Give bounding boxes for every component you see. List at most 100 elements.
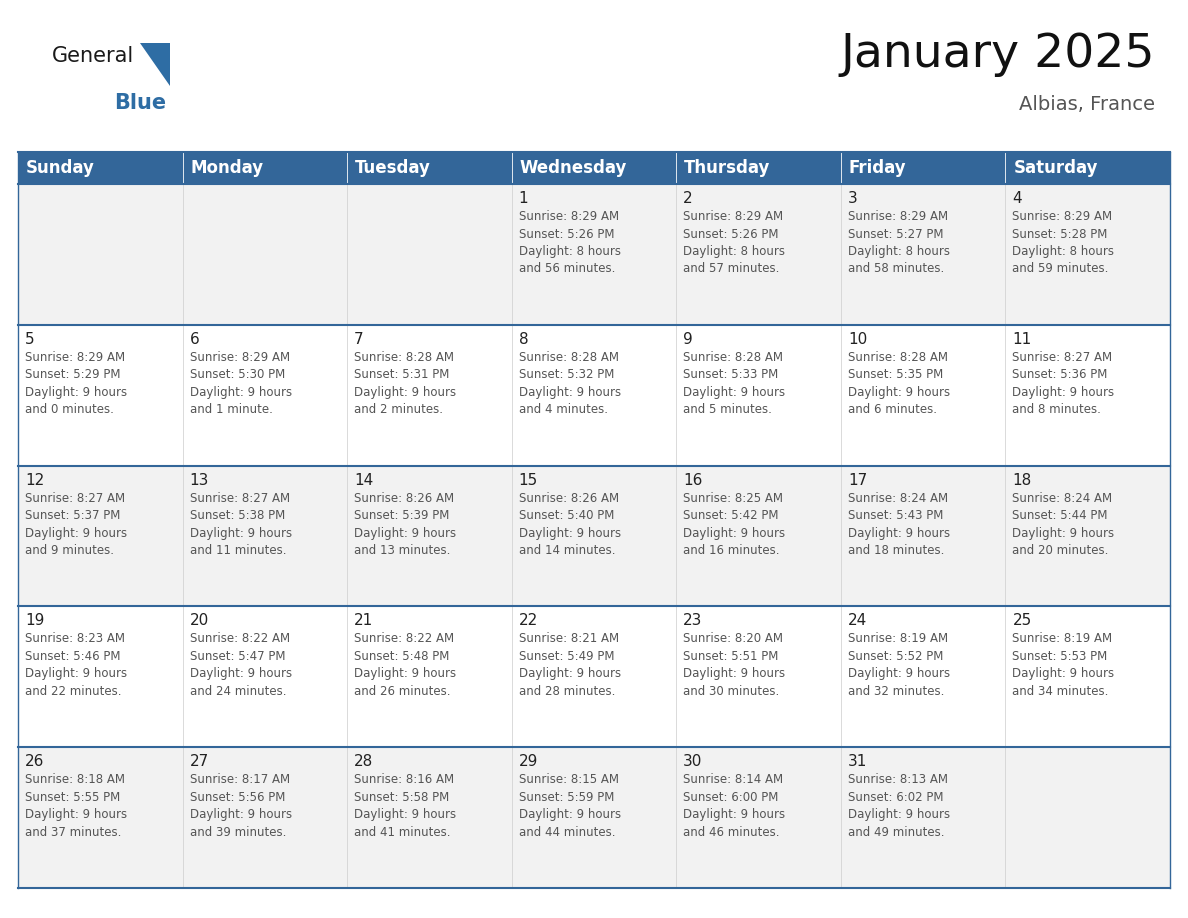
Text: Sunrise: 8:26 AM
Sunset: 5:39 PM
Daylight: 9 hours
and 13 minutes.: Sunrise: 8:26 AM Sunset: 5:39 PM Dayligh… xyxy=(354,492,456,557)
Bar xyxy=(1005,184,1170,325)
Text: Sunrise: 8:29 AM
Sunset: 5:30 PM
Daylight: 9 hours
and 1 minute.: Sunrise: 8:29 AM Sunset: 5:30 PM Dayligh… xyxy=(190,351,292,416)
Text: Sunday: Sunday xyxy=(26,159,95,177)
Bar xyxy=(183,465,347,607)
Bar xyxy=(18,325,183,465)
Text: 5: 5 xyxy=(25,331,34,347)
Text: Sunrise: 8:29 AM
Sunset: 5:26 PM
Daylight: 8 hours
and 56 minutes.: Sunrise: 8:29 AM Sunset: 5:26 PM Dayligh… xyxy=(519,210,620,275)
Text: 7: 7 xyxy=(354,331,364,347)
Text: Sunrise: 8:28 AM
Sunset: 5:32 PM
Daylight: 9 hours
and 4 minutes.: Sunrise: 8:28 AM Sunset: 5:32 PM Dayligh… xyxy=(519,351,621,416)
Bar xyxy=(183,325,347,465)
Text: 29: 29 xyxy=(519,755,538,769)
Bar xyxy=(18,184,183,325)
Bar xyxy=(512,325,676,465)
Bar xyxy=(676,325,841,465)
Text: Sunrise: 8:16 AM
Sunset: 5:58 PM
Daylight: 9 hours
and 41 minutes.: Sunrise: 8:16 AM Sunset: 5:58 PM Dayligh… xyxy=(354,773,456,839)
Bar xyxy=(841,325,1005,465)
Text: 21: 21 xyxy=(354,613,373,629)
Text: Sunrise: 8:28 AM
Sunset: 5:35 PM
Daylight: 9 hours
and 6 minutes.: Sunrise: 8:28 AM Sunset: 5:35 PM Dayligh… xyxy=(848,351,950,416)
Bar xyxy=(512,465,676,607)
Text: Sunrise: 8:26 AM
Sunset: 5:40 PM
Daylight: 9 hours
and 14 minutes.: Sunrise: 8:26 AM Sunset: 5:40 PM Dayligh… xyxy=(519,492,621,557)
Text: 22: 22 xyxy=(519,613,538,629)
Bar xyxy=(183,152,347,184)
Text: 1: 1 xyxy=(519,191,529,206)
Bar xyxy=(347,152,512,184)
Bar xyxy=(347,747,512,888)
Text: 13: 13 xyxy=(190,473,209,487)
Text: Sunrise: 8:21 AM
Sunset: 5:49 PM
Daylight: 9 hours
and 28 minutes.: Sunrise: 8:21 AM Sunset: 5:49 PM Dayligh… xyxy=(519,633,621,698)
Text: 30: 30 xyxy=(683,755,702,769)
Text: Sunrise: 8:28 AM
Sunset: 5:33 PM
Daylight: 9 hours
and 5 minutes.: Sunrise: 8:28 AM Sunset: 5:33 PM Dayligh… xyxy=(683,351,785,416)
Text: Friday: Friday xyxy=(849,159,906,177)
Text: 15: 15 xyxy=(519,473,538,487)
Text: Sunrise: 8:22 AM
Sunset: 5:48 PM
Daylight: 9 hours
and 26 minutes.: Sunrise: 8:22 AM Sunset: 5:48 PM Dayligh… xyxy=(354,633,456,698)
Bar xyxy=(1005,465,1170,607)
Text: Sunrise: 8:29 AM
Sunset: 5:28 PM
Daylight: 8 hours
and 59 minutes.: Sunrise: 8:29 AM Sunset: 5:28 PM Dayligh… xyxy=(1012,210,1114,275)
Bar xyxy=(841,747,1005,888)
Text: 9: 9 xyxy=(683,331,693,347)
Text: 2: 2 xyxy=(683,191,693,206)
Bar xyxy=(676,152,841,184)
Text: Sunrise: 8:24 AM
Sunset: 5:43 PM
Daylight: 9 hours
and 18 minutes.: Sunrise: 8:24 AM Sunset: 5:43 PM Dayligh… xyxy=(848,492,950,557)
Text: 25: 25 xyxy=(1012,613,1031,629)
Bar xyxy=(841,152,1005,184)
Bar xyxy=(183,607,347,747)
Text: Sunrise: 8:29 AM
Sunset: 5:29 PM
Daylight: 9 hours
and 0 minutes.: Sunrise: 8:29 AM Sunset: 5:29 PM Dayligh… xyxy=(25,351,127,416)
Bar xyxy=(18,465,183,607)
Text: 17: 17 xyxy=(848,473,867,487)
Text: 27: 27 xyxy=(190,755,209,769)
Text: 11: 11 xyxy=(1012,331,1031,347)
Bar xyxy=(347,465,512,607)
Text: Tuesday: Tuesday xyxy=(355,159,431,177)
Text: 4: 4 xyxy=(1012,191,1022,206)
Text: 24: 24 xyxy=(848,613,867,629)
Bar xyxy=(1005,747,1170,888)
Text: Sunrise: 8:20 AM
Sunset: 5:51 PM
Daylight: 9 hours
and 30 minutes.: Sunrise: 8:20 AM Sunset: 5:51 PM Dayligh… xyxy=(683,633,785,698)
Bar xyxy=(1005,325,1170,465)
Text: Sunrise: 8:29 AM
Sunset: 5:27 PM
Daylight: 8 hours
and 58 minutes.: Sunrise: 8:29 AM Sunset: 5:27 PM Dayligh… xyxy=(848,210,950,275)
Text: Blue: Blue xyxy=(114,93,166,113)
Text: 19: 19 xyxy=(25,613,44,629)
Text: 18: 18 xyxy=(1012,473,1031,487)
Bar xyxy=(1005,607,1170,747)
Bar xyxy=(841,184,1005,325)
Text: 23: 23 xyxy=(683,613,702,629)
Text: 31: 31 xyxy=(848,755,867,769)
Bar xyxy=(676,465,841,607)
Bar xyxy=(347,184,512,325)
Bar xyxy=(347,607,512,747)
Bar xyxy=(676,184,841,325)
Bar xyxy=(512,747,676,888)
Text: 10: 10 xyxy=(848,331,867,347)
Bar xyxy=(512,184,676,325)
Text: Sunrise: 8:25 AM
Sunset: 5:42 PM
Daylight: 9 hours
and 16 minutes.: Sunrise: 8:25 AM Sunset: 5:42 PM Dayligh… xyxy=(683,492,785,557)
Text: 6: 6 xyxy=(190,331,200,347)
Bar xyxy=(18,607,183,747)
Text: Saturday: Saturday xyxy=(1013,159,1098,177)
Text: 28: 28 xyxy=(354,755,373,769)
Text: Albias, France: Albias, France xyxy=(1019,95,1155,114)
Text: Sunrise: 8:27 AM
Sunset: 5:36 PM
Daylight: 9 hours
and 8 minutes.: Sunrise: 8:27 AM Sunset: 5:36 PM Dayligh… xyxy=(1012,351,1114,416)
Text: 3: 3 xyxy=(848,191,858,206)
Text: January 2025: January 2025 xyxy=(840,32,1155,77)
Bar xyxy=(1005,152,1170,184)
Bar xyxy=(841,607,1005,747)
Bar xyxy=(183,747,347,888)
Text: Sunrise: 8:14 AM
Sunset: 6:00 PM
Daylight: 9 hours
and 46 minutes.: Sunrise: 8:14 AM Sunset: 6:00 PM Dayligh… xyxy=(683,773,785,839)
Text: Sunrise: 8:19 AM
Sunset: 5:53 PM
Daylight: 9 hours
and 34 minutes.: Sunrise: 8:19 AM Sunset: 5:53 PM Dayligh… xyxy=(1012,633,1114,698)
Text: Sunrise: 8:13 AM
Sunset: 6:02 PM
Daylight: 9 hours
and 49 minutes.: Sunrise: 8:13 AM Sunset: 6:02 PM Dayligh… xyxy=(848,773,950,839)
Bar xyxy=(841,465,1005,607)
Text: 20: 20 xyxy=(190,613,209,629)
Bar xyxy=(512,607,676,747)
Text: Sunrise: 8:27 AM
Sunset: 5:38 PM
Daylight: 9 hours
and 11 minutes.: Sunrise: 8:27 AM Sunset: 5:38 PM Dayligh… xyxy=(190,492,292,557)
Bar xyxy=(183,184,347,325)
Polygon shape xyxy=(140,43,170,86)
Bar xyxy=(18,152,183,184)
Text: Sunrise: 8:29 AM
Sunset: 5:26 PM
Daylight: 8 hours
and 57 minutes.: Sunrise: 8:29 AM Sunset: 5:26 PM Dayligh… xyxy=(683,210,785,275)
Text: Sunrise: 8:27 AM
Sunset: 5:37 PM
Daylight: 9 hours
and 9 minutes.: Sunrise: 8:27 AM Sunset: 5:37 PM Dayligh… xyxy=(25,492,127,557)
Text: Monday: Monday xyxy=(190,159,264,177)
Bar xyxy=(347,325,512,465)
Text: Sunrise: 8:15 AM
Sunset: 5:59 PM
Daylight: 9 hours
and 44 minutes.: Sunrise: 8:15 AM Sunset: 5:59 PM Dayligh… xyxy=(519,773,621,839)
Text: Sunrise: 8:24 AM
Sunset: 5:44 PM
Daylight: 9 hours
and 20 minutes.: Sunrise: 8:24 AM Sunset: 5:44 PM Dayligh… xyxy=(1012,492,1114,557)
Text: 12: 12 xyxy=(25,473,44,487)
Bar xyxy=(512,152,676,184)
